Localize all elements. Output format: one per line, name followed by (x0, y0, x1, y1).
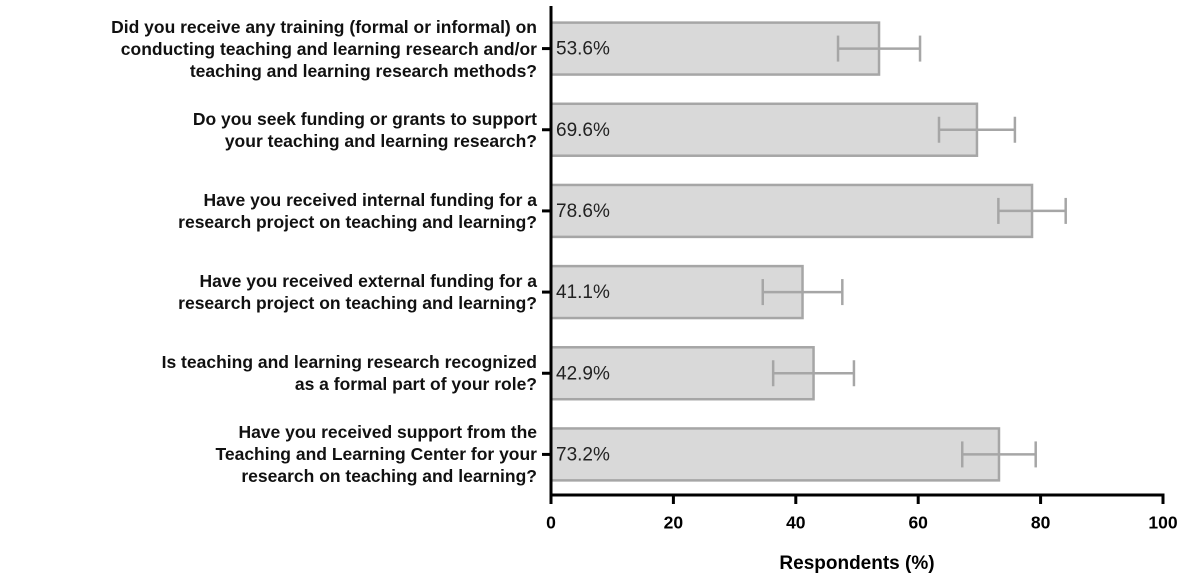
x-tick-label: 60 (908, 513, 928, 533)
y-tick-label: Do you seek funding or grants to support… (192, 108, 537, 151)
y-tick-label: Is teaching and learning research recogn… (161, 352, 537, 395)
value-label: 69.6% (556, 120, 610, 141)
value-label: 53.6% (556, 39, 610, 60)
x-tick-label: 80 (1031, 513, 1051, 533)
value-label: 73.2% (556, 444, 610, 465)
y-tick-label: Have you received support from the Teach… (215, 422, 537, 487)
x-tick-label: 100 (1148, 513, 1177, 533)
y-tick-label: Have you received external funding for a… (178, 271, 537, 314)
bar (549, 102, 979, 157)
bar (549, 346, 815, 401)
bar (549, 427, 1001, 482)
y-tick-label: Did you receive any training (formal or … (111, 16, 537, 81)
x-tick-label: 20 (664, 513, 684, 533)
x-tick-label: 40 (786, 513, 806, 533)
bar (549, 183, 1034, 239)
value-label: 41.1% (556, 282, 610, 303)
y-tick-label: Have you received internal funding for a… (178, 189, 537, 232)
value-label: 78.6% (556, 201, 610, 222)
bar (549, 21, 881, 76)
x-tick-label: 0 (546, 513, 556, 533)
x-axis-label: Respondents (%) (779, 553, 934, 574)
value-label: 42.9% (556, 363, 610, 384)
